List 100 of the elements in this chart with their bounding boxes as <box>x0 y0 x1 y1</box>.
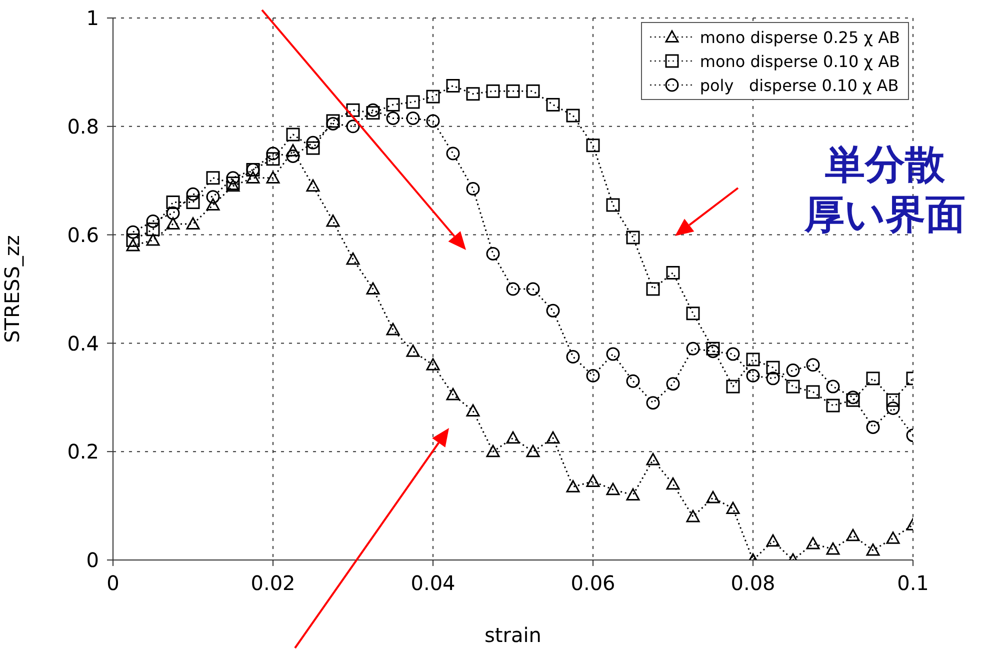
point <box>606 198 620 212</box>
point <box>206 190 220 204</box>
point <box>226 179 240 192</box>
point <box>666 477 680 490</box>
point <box>866 543 880 556</box>
point <box>306 179 320 192</box>
point <box>686 306 700 320</box>
y-tick-label: 0.8 <box>67 114 99 138</box>
point <box>266 146 280 160</box>
point <box>326 116 340 130</box>
point <box>426 358 440 370</box>
point <box>806 536 820 550</box>
point <box>626 374 640 388</box>
point <box>646 452 660 466</box>
point <box>586 138 600 152</box>
point <box>526 444 540 458</box>
y-tick-label: 0.2 <box>67 440 99 464</box>
y-axis-title: STRESS_zz <box>0 235 24 343</box>
point <box>166 196 180 210</box>
point <box>466 182 480 196</box>
point <box>626 488 640 501</box>
point <box>866 420 880 434</box>
point <box>886 393 900 407</box>
point <box>166 217 180 230</box>
point <box>426 114 440 128</box>
point <box>686 342 700 356</box>
point <box>146 233 160 246</box>
legend-label: mono disperse 0.10 χ AB <box>700 52 900 70</box>
point <box>526 84 540 98</box>
point <box>866 372 880 386</box>
y-tick-label: 0 <box>86 548 99 572</box>
point <box>746 368 760 382</box>
point <box>666 266 680 280</box>
point <box>326 214 340 227</box>
legend-label: poly disperse 0.10 χ AB <box>700 76 899 94</box>
y-tick-label: 1 <box>86 6 99 30</box>
point <box>246 171 260 184</box>
point <box>366 103 380 117</box>
point <box>406 112 420 126</box>
point <box>386 112 400 126</box>
point <box>826 380 840 394</box>
point <box>786 380 800 394</box>
point <box>226 176 240 190</box>
point <box>286 144 300 156</box>
point <box>566 480 580 492</box>
point <box>406 344 420 357</box>
point <box>646 282 660 296</box>
point <box>506 431 520 444</box>
point <box>266 152 280 166</box>
point <box>186 217 200 230</box>
point <box>566 350 580 364</box>
point <box>606 482 620 496</box>
point <box>666 377 680 391</box>
point <box>166 206 180 220</box>
point <box>466 87 480 101</box>
point <box>566 108 580 122</box>
point <box>506 84 520 98</box>
point <box>766 360 780 374</box>
point <box>326 114 340 128</box>
point <box>186 187 200 201</box>
x-tick-label: 0.1 <box>897 571 929 596</box>
point <box>886 532 900 544</box>
point <box>146 214 160 228</box>
x-tick-label: 0 <box>106 571 120 596</box>
x-tick-label: 0.06 <box>570 571 616 596</box>
point <box>306 136 320 150</box>
point <box>686 510 700 522</box>
point <box>226 171 240 185</box>
point <box>606 347 620 361</box>
point <box>586 474 600 487</box>
point <box>386 322 400 336</box>
point <box>746 352 760 366</box>
point <box>726 380 740 394</box>
point <box>426 90 440 104</box>
point <box>626 230 640 244</box>
point <box>366 106 380 120</box>
point <box>706 490 720 504</box>
point <box>406 95 420 109</box>
annotation: 厚い界面 <box>803 191 966 240</box>
point <box>266 171 280 184</box>
point <box>126 233 140 247</box>
point <box>846 393 860 407</box>
point <box>506 282 520 296</box>
x-tick-label: 0.04 <box>410 571 456 596</box>
point <box>706 344 720 358</box>
point <box>766 372 780 386</box>
point <box>886 401 900 415</box>
point <box>546 304 560 318</box>
point <box>826 398 840 412</box>
point <box>346 103 360 117</box>
point <box>486 247 500 261</box>
point <box>586 368 600 382</box>
point <box>466 404 480 416</box>
point <box>486 444 500 458</box>
point <box>146 222 160 236</box>
point <box>726 502 740 514</box>
point <box>646 396 660 410</box>
point <box>286 149 300 163</box>
point <box>206 198 220 211</box>
point <box>346 252 360 265</box>
